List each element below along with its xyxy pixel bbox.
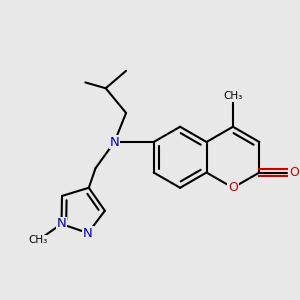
Text: CH₃: CH₃ — [223, 92, 243, 101]
Text: O: O — [289, 166, 299, 179]
Text: N: N — [83, 226, 93, 240]
Text: O: O — [228, 181, 238, 194]
Text: CH₃: CH₃ — [29, 235, 48, 245]
Text: N: N — [57, 218, 66, 230]
Text: N: N — [110, 136, 119, 148]
